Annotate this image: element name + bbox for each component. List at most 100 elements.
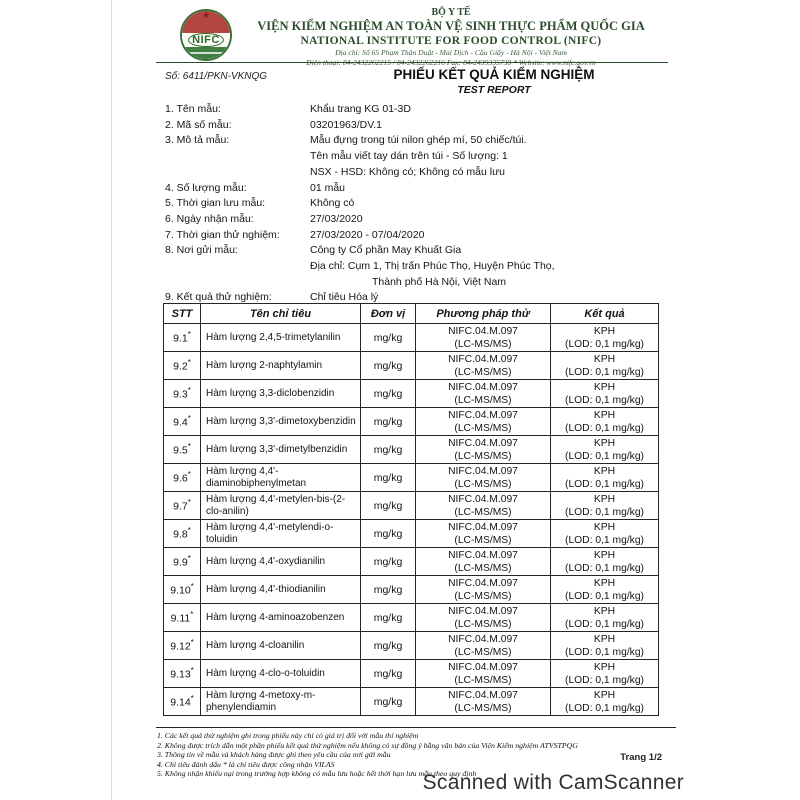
- footnote-line: 4. Chỉ tiêu đánh dấu * là chỉ tiêu được …: [157, 759, 335, 769]
- row-result: KPH (LOD: 0,1 mg/kg): [550, 575, 659, 604]
- field-values: 27/03/2020: [310, 212, 670, 228]
- row-result: KPH (LOD: 0,1 mg/kg): [550, 603, 659, 632]
- row-parameter: Hàm lượng 4-aminoazobenzen: [200, 603, 361, 632]
- row-method: NIFC.04.M.097 (LC-MS/MS): [415, 323, 551, 352]
- row-parameter: Hàm lượng 4-metoxy-m-phenylendiamin: [200, 687, 361, 716]
- field-value-line: 03201963/DV.1: [310, 118, 383, 131]
- table-row: 9.14* Hàm lượng 4-metoxy-m-phenylendiami…: [163, 687, 659, 716]
- footnote-divider: [156, 727, 676, 728]
- field-row: 1. Tên mẫu: Khẩu trang KG 01-3D: [165, 102, 670, 118]
- document-number: Số: 6411/PKN-VKNQG: [165, 71, 268, 82]
- row-method: NIFC.04.M.097 (LC-MS/MS): [415, 379, 551, 408]
- table-row: 9.4* Hàm lượng 3,3'-dimetoxybenzidin mg/…: [163, 407, 659, 436]
- scanned-document: ★ NIFC BỘ Y TẾ VIỆN KIỂM NGHIỆM AN TOÀN …: [112, 0, 686, 800]
- field-value-line: 27/03/2020: [310, 212, 363, 225]
- row-stt: 9.11*: [163, 603, 201, 632]
- row-parameter: Hàm lượng 3,3'-dimetylbenzidin: [200, 435, 361, 464]
- row-unit: mg/kg: [360, 519, 416, 548]
- table-row: 9.8* Hàm lượng 4,4'-metylendi-o-toluidin…: [163, 519, 659, 548]
- field-values: 01 mẫu: [310, 181, 670, 197]
- footnote-line: 3. Thông tin về mẫu và khách hàng được g…: [157, 750, 391, 760]
- row-method: NIFC.04.M.097 (LC-MS/MS): [415, 659, 551, 688]
- table-header-row: STT Tên chỉ tiêu Đơn vị Phương pháp thử …: [163, 303, 659, 324]
- row-stt: 9.9*: [163, 547, 201, 576]
- field-row: 5. Thời gian lưu mẫu: Không có: [165, 196, 670, 212]
- row-unit: mg/kg: [360, 435, 416, 464]
- field-label: 7. Thời gian thử nghiệm:: [165, 228, 280, 241]
- row-stt: 9.4*: [163, 407, 201, 436]
- logo-red-band: ★: [182, 10, 230, 34]
- letterhead-divider: [156, 62, 668, 63]
- row-result: KPH (LOD: 0,1 mg/kg): [550, 351, 659, 380]
- footnote-line: 2. Không được trích dẫn một phần phiếu k…: [157, 740, 578, 750]
- table-row: 9.7* Hàm lượng 4,4'-metylen-bis-(2-clo-a…: [163, 491, 659, 520]
- footnotes: 1. Các kết quả thử nghiệm ghi trong phiế…: [157, 731, 668, 779]
- field-values: Khẩu trang KG 01-3D: [310, 102, 670, 118]
- row-method: NIFC.04.M.097 (LC-MS/MS): [415, 463, 551, 492]
- logo-ribbon: [189, 51, 223, 54]
- sample-info-fields: 1. Tên mẫu: Khẩu trang KG 01-3D 2. Mã số…: [165, 102, 670, 306]
- row-parameter: Hàm lượng 4-cloanilin: [200, 631, 361, 660]
- row-stt: 9.14*: [163, 687, 201, 716]
- row-parameter: Hàm lượng 4,4'-metylen-bis-(2-clo-anilin…: [200, 491, 361, 520]
- col-header-unit: Đơn vị: [360, 303, 416, 324]
- row-method: NIFC.04.M.097 (LC-MS/MS): [415, 603, 551, 632]
- table-row: 9.5* Hàm lượng 3,3'-dimetylbenzidin mg/k…: [163, 435, 659, 464]
- row-parameter: Hàm lượng 3,3'-dimetoxybenzidin: [200, 407, 361, 436]
- row-result: KPH (LOD: 0,1 mg/kg): [550, 687, 659, 716]
- row-parameter: Hàm lượng 4,4'-diaminobiphenylmetan: [200, 463, 361, 492]
- row-result: KPH (LOD: 0,1 mg/kg): [550, 547, 659, 576]
- table-row: 9.9* Hàm lượng 4,4'-oxydianilin mg/kg NI…: [163, 547, 659, 576]
- field-value-line: Mẫu đựng trong túi nilon ghép mí, 50 chi…: [310, 134, 527, 147]
- field-values: Mẫu đựng trong túi nilon ghép mí, 50 chi…: [310, 133, 670, 180]
- ministry-name: BỘ Y TẾ: [431, 7, 471, 18]
- field-values: 03201963/DV.1: [310, 118, 670, 134]
- row-stt: 9.1*: [163, 323, 201, 352]
- field-row: 6. Ngày nhận mẫu: 27/03/2020: [165, 212, 670, 228]
- row-unit: mg/kg: [360, 659, 416, 688]
- row-method: NIFC.04.M.097 (LC-MS/MS): [415, 351, 551, 380]
- field-label: 4. Số lượng mẫu:: [165, 181, 247, 194]
- row-result: KPH (LOD: 0,1 mg/kg): [550, 659, 659, 688]
- table-row: 9.1* Hàm lượng 2,4,5-trimetylanilin mg/k…: [163, 323, 659, 352]
- field-row: 9. Kết quả thử nghiệm: Chỉ tiêu Hóa lý: [165, 290, 670, 306]
- row-parameter: Hàm lượng 2,4,5-trimetylanilin: [200, 323, 361, 352]
- row-parameter: Hàm lượng 4,4'-metylendi-o-toluidin: [200, 519, 361, 548]
- field-label: 9. Kết quả thử nghiệm:: [165, 291, 272, 304]
- field-label: 6. Ngày nhận mẫu:: [165, 212, 254, 225]
- document-title: PHIẾU KẾT QUẢ KIỂM NGHIỆM: [393, 67, 595, 82]
- field-value-line: Không có: [310, 197, 355, 210]
- row-unit: mg/kg: [360, 687, 416, 716]
- row-method: NIFC.04.M.097 (LC-MS/MS): [415, 519, 551, 548]
- star-icon: ★: [201, 10, 211, 20]
- col-header-parameter: Tên chỉ tiêu: [200, 303, 361, 324]
- footnote-line: 1. Các kết quả thử nghiệm ghi trong phiế…: [157, 731, 419, 740]
- row-stt: 9.5*: [163, 435, 201, 464]
- nifc-logo: ★ NIFC: [180, 9, 232, 61]
- field-value-line: NSX - HSD: Không có; Không có mẫu lưu: [310, 165, 505, 178]
- table-row: 9.2* Hàm lượng 2-naphtylamin mg/kg NIFC.…: [163, 351, 659, 380]
- row-unit: mg/kg: [360, 631, 416, 660]
- page-number: Trang 1/2: [620, 752, 662, 763]
- row-unit: mg/kg: [360, 575, 416, 604]
- field-value-line: Tên mẫu viết tay dán trên túi - Số lượng…: [310, 150, 508, 163]
- field-row: 4. Số lượng mẫu: 01 mẫu: [165, 181, 670, 197]
- row-method: NIFC.04.M.097 (LC-MS/MS): [415, 435, 551, 464]
- document-title-block: PHIẾU KẾT QUẢ KIỂM NGHIỆM TEST REPORT: [344, 67, 644, 97]
- document-subtitle: TEST REPORT: [457, 84, 531, 96]
- row-unit: mg/kg: [360, 323, 416, 352]
- row-parameter: Hàm lượng 4-clo-o-toluidin: [200, 659, 361, 688]
- institute-name-vi: VIỆN KIỂM NGHIỆM AN TOÀN VỆ SINH THỰC PH…: [257, 19, 645, 33]
- field-label: 2. Mã số mẫu:: [165, 118, 232, 131]
- field-value-line: Khẩu trang KG 01-3D: [310, 103, 411, 115]
- field-value-line: Thành phố Hà Nội, Việt Nam: [372, 275, 507, 288]
- results-table-wrap: STT Tên chỉ tiêu Đơn vị Phương pháp thử …: [163, 303, 659, 716]
- logo-text: NIFC: [188, 33, 224, 48]
- row-result: KPH (LOD: 0,1 mg/kg): [550, 631, 659, 660]
- row-unit: mg/kg: [360, 351, 416, 380]
- row-unit: mg/kg: [360, 603, 416, 632]
- table-row: 9.6* Hàm lượng 4,4'-diaminobiphenylmetan…: [163, 463, 659, 492]
- field-row: 7. Thời gian thử nghiệm: 27/03/2020 - 07…: [165, 228, 670, 244]
- row-result: KPH (LOD: 0,1 mg/kg): [550, 519, 659, 548]
